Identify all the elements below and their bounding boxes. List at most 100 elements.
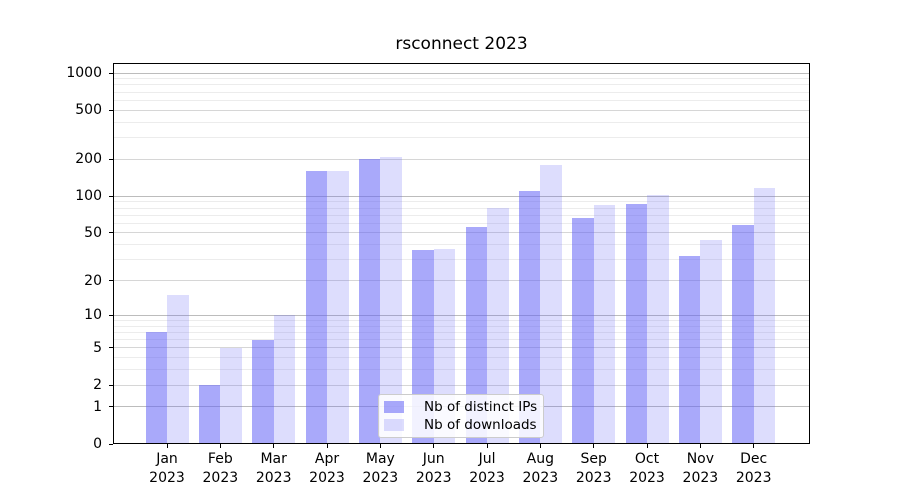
gridline-minor: [114, 109, 809, 111]
gridline-minor: [114, 99, 809, 101]
bar-apr-downloads: [327, 171, 349, 444]
gridline-minor: [114, 347, 809, 349]
gridline-minor: [114, 325, 809, 327]
bar-mar-distinct-ips: [252, 339, 274, 444]
bar-nov-downloads: [700, 239, 722, 444]
gridline-minor: [114, 357, 809, 359]
gridline-minor: [114, 369, 809, 371]
y-tick-label: 20: [84, 272, 102, 289]
bar-feb-distinct-ips: [198, 385, 221, 444]
gridline-minor: [114, 232, 809, 234]
bar-apr-distinct-ips: [305, 171, 327, 444]
x-tick-mark: [646, 444, 648, 448]
gridline-minor: [114, 319, 809, 321]
x-tick-label: Feb 2023: [202, 451, 239, 486]
bar-jan-downloads: [167, 295, 189, 444]
gridline-minor: [114, 222, 809, 224]
x-tick-label: Jan 2023: [149, 451, 185, 486]
gridline-minor: [114, 207, 809, 209]
y-tick-mark: [109, 443, 113, 445]
legend-row: Nb of downloads: [384, 416, 537, 434]
x-tick-label: May 2023: [362, 451, 399, 486]
x-tick-mark: [486, 444, 488, 448]
y-tick-label: 50: [84, 224, 102, 241]
gridline-minor: [114, 339, 809, 340]
y-tick-label: 100: [75, 188, 102, 205]
y-tick-label: 5: [93, 339, 102, 356]
x-tick-label: Aug 2023: [522, 451, 559, 486]
legend-label-distinct-ips: Nb of distinct IPs: [424, 398, 538, 415]
legend-swatch-downloads: [384, 419, 404, 432]
gridline-minor: [114, 384, 809, 386]
gridline-minor: [114, 201, 809, 203]
bar-aug-distinct-ips: [518, 191, 541, 444]
y-tick-mark: [109, 195, 113, 197]
gridline-minor: [114, 259, 809, 261]
legend: Nb of distinct IPs Nb of downloads: [378, 394, 544, 438]
y-tick-mark: [109, 158, 113, 160]
bar-aug-downloads: [540, 164, 562, 444]
y-tick-mark: [109, 347, 113, 349]
gridline-minor: [114, 84, 809, 86]
bar-oct-distinct-ips: [625, 203, 648, 444]
x-tick-mark: [699, 444, 701, 448]
y-tick-mark: [109, 314, 113, 316]
gridline-minor: [114, 91, 809, 93]
x-tick-label: Sep 2023: [575, 451, 612, 486]
y-tick-mark: [109, 406, 113, 408]
gridline-major: [114, 195, 809, 197]
x-tick-mark: [433, 444, 435, 448]
y-tick-label: 0: [93, 436, 102, 452]
legend-row: Nb of distinct IPs: [384, 398, 537, 416]
y-tick-mark: [109, 109, 113, 111]
bar-dec-downloads: [753, 187, 776, 444]
gridline-minor: [114, 121, 809, 123]
x-tick-mark: [326, 444, 328, 448]
x-tick-mark: [273, 444, 275, 448]
x-tick-label: Mar 2023: [255, 451, 292, 486]
bar-dec-distinct-ips: [732, 225, 754, 444]
bar-nov-distinct-ips: [678, 256, 701, 444]
bar-oct-downloads: [647, 195, 669, 444]
x-tick-mark: [166, 444, 168, 448]
gridline-major: [114, 72, 809, 74]
y-tick-label: 1: [93, 398, 102, 415]
gridline-minor: [114, 78, 809, 80]
gridline-minor: [114, 331, 809, 333]
x-tick-label: Nov 2023: [682, 451, 719, 486]
chart-title: rsconnect 2023: [395, 34, 528, 54]
y-tick-label: 500: [75, 102, 102, 119]
x-tick-mark: [219, 444, 221, 448]
bar-mar-downloads: [273, 315, 296, 444]
y-tick-label: 10: [84, 307, 102, 324]
bar-may-downloads: [380, 156, 402, 444]
legend-label-downloads: Nb of downloads: [424, 417, 537, 434]
y-tick-mark: [109, 384, 113, 386]
x-tick-mark: [539, 444, 541, 448]
x-tick-mark: [593, 444, 595, 448]
x-tick-mark: [753, 444, 755, 448]
x-tick-label: Oct 2023: [629, 451, 665, 486]
y-tick-mark: [109, 72, 113, 74]
gridline-minor: [114, 214, 809, 216]
legend-swatch-distinct-ips: [384, 400, 404, 413]
gridline-minor: [114, 280, 809, 281]
y-tick-mark: [109, 232, 113, 234]
y-tick-mark: [109, 280, 113, 281]
bar-feb-downloads: [220, 347, 242, 444]
gridline-minor: [114, 137, 809, 139]
bar-sep-downloads: [593, 205, 616, 444]
gridline-minor: [114, 158, 809, 160]
x-tick-label: Jun 2023: [415, 451, 452, 486]
gridline-major: [114, 314, 809, 316]
y-tick-label: 1000: [66, 65, 102, 81]
y-tick-label: 2: [93, 377, 102, 393]
x-tick-label: Jul 2023: [469, 451, 505, 486]
bar-jan-distinct-ips: [145, 332, 167, 444]
y-tick-label: 200: [75, 151, 102, 168]
bar-may-distinct-ips: [358, 159, 381, 444]
x-tick-mark: [379, 444, 381, 448]
x-tick-label: Apr 2023: [309, 451, 345, 486]
bar-jul-downloads: [487, 208, 509, 444]
